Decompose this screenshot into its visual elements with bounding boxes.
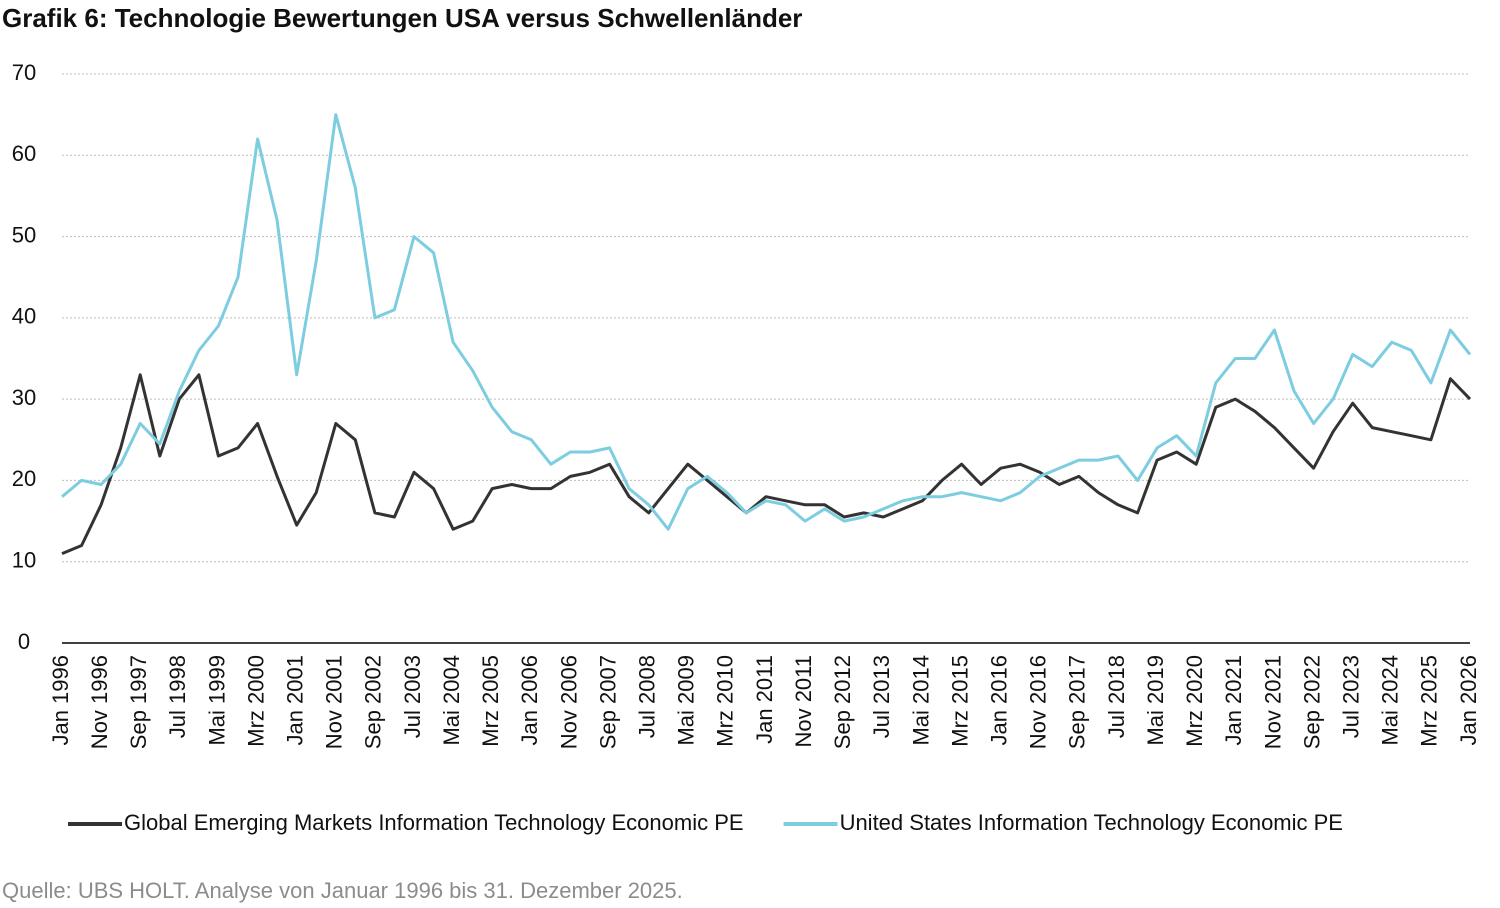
x-tick-label: Nov 2006 — [556, 655, 581, 749]
x-tick-label: Jan 2021 — [1221, 655, 1246, 746]
data-line — [61, 373, 1472, 555]
x-tick-label: Nov 1996 — [87, 655, 112, 749]
y-tick-label: 40 — [12, 304, 36, 329]
x-tick-label: Mrz 2000 — [243, 655, 268, 747]
x-tick-label: Nov 2021 — [1260, 655, 1285, 749]
y-tick-label: 0 — [18, 629, 30, 654]
x-tick-label: Jul 2013 — [869, 655, 894, 738]
y-tick-label: 70 — [12, 60, 36, 85]
x-tick-label: Sep 2007 — [595, 655, 620, 749]
x-tick-label: Mai 2004 — [439, 655, 464, 746]
x-tick-label: Jul 2018 — [1104, 655, 1129, 738]
x-tick-label: Jan 2011 — [752, 655, 777, 744]
x-tick-label: Nov 2011 — [791, 655, 816, 748]
x-tick-label: Jul 2003 — [400, 655, 425, 738]
y-tick-label: 30 — [12, 385, 36, 410]
x-tick-label: Jul 2023 — [1338, 655, 1363, 738]
x-tick-label: Sep 1997 — [126, 655, 151, 749]
x-tick-label: Jul 2008 — [634, 655, 659, 738]
x-tick-label: Jan 1996 — [48, 655, 73, 746]
x-tick-label: Sep 2022 — [1299, 655, 1324, 749]
source-note: Quelle: UBS HOLT. Analyse von Januar 199… — [2, 878, 683, 903]
y-tick-label: 60 — [12, 141, 36, 166]
x-tick-label: Jan 2006 — [517, 655, 542, 746]
x-tick-label: Jan 2026 — [1456, 655, 1481, 746]
x-tick-label: Mai 2014 — [908, 655, 933, 746]
x-tick-label: Sep 2012 — [830, 655, 855, 749]
x-tick-label: Jan 2001 — [282, 655, 307, 746]
x-tick-label: Mrz 2010 — [713, 655, 738, 747]
x-tick-label: Sep 2002 — [361, 655, 386, 749]
x-tick-label: Mai 2019 — [1143, 655, 1168, 746]
y-tick-label: 10 — [12, 548, 36, 573]
x-tick-label: Mai 1999 — [204, 655, 229, 746]
legend-label: United States Information Technology Eco… — [840, 810, 1343, 835]
x-tick-label: Mrz 2005 — [478, 655, 503, 747]
x-tick-label: Sep 2017 — [1065, 655, 1090, 749]
legend-label: Global Emerging Markets Information Tech… — [124, 810, 744, 835]
x-tick-label: Mai 2024 — [1378, 655, 1403, 746]
x-tick-label: Nov 2001 — [322, 655, 347, 749]
x-tick-label: Mrz 2025 — [1417, 655, 1442, 747]
y-tick-label: 50 — [12, 222, 36, 247]
x-tick-label: Jul 1998 — [165, 655, 190, 738]
x-tick-label: Mrz 2015 — [947, 655, 972, 747]
y-tick-label: 20 — [12, 466, 36, 491]
x-tick-label: Mai 2009 — [674, 655, 699, 746]
x-tick-label: Nov 2016 — [1026, 655, 1051, 749]
chart-title: Grafik 6: Technologie Bewertungen USA ve… — [2, 3, 802, 33]
data-line — [61, 113, 1472, 531]
x-tick-label: Jan 2016 — [986, 655, 1011, 746]
x-tick-label: Mrz 2020 — [1182, 655, 1207, 747]
